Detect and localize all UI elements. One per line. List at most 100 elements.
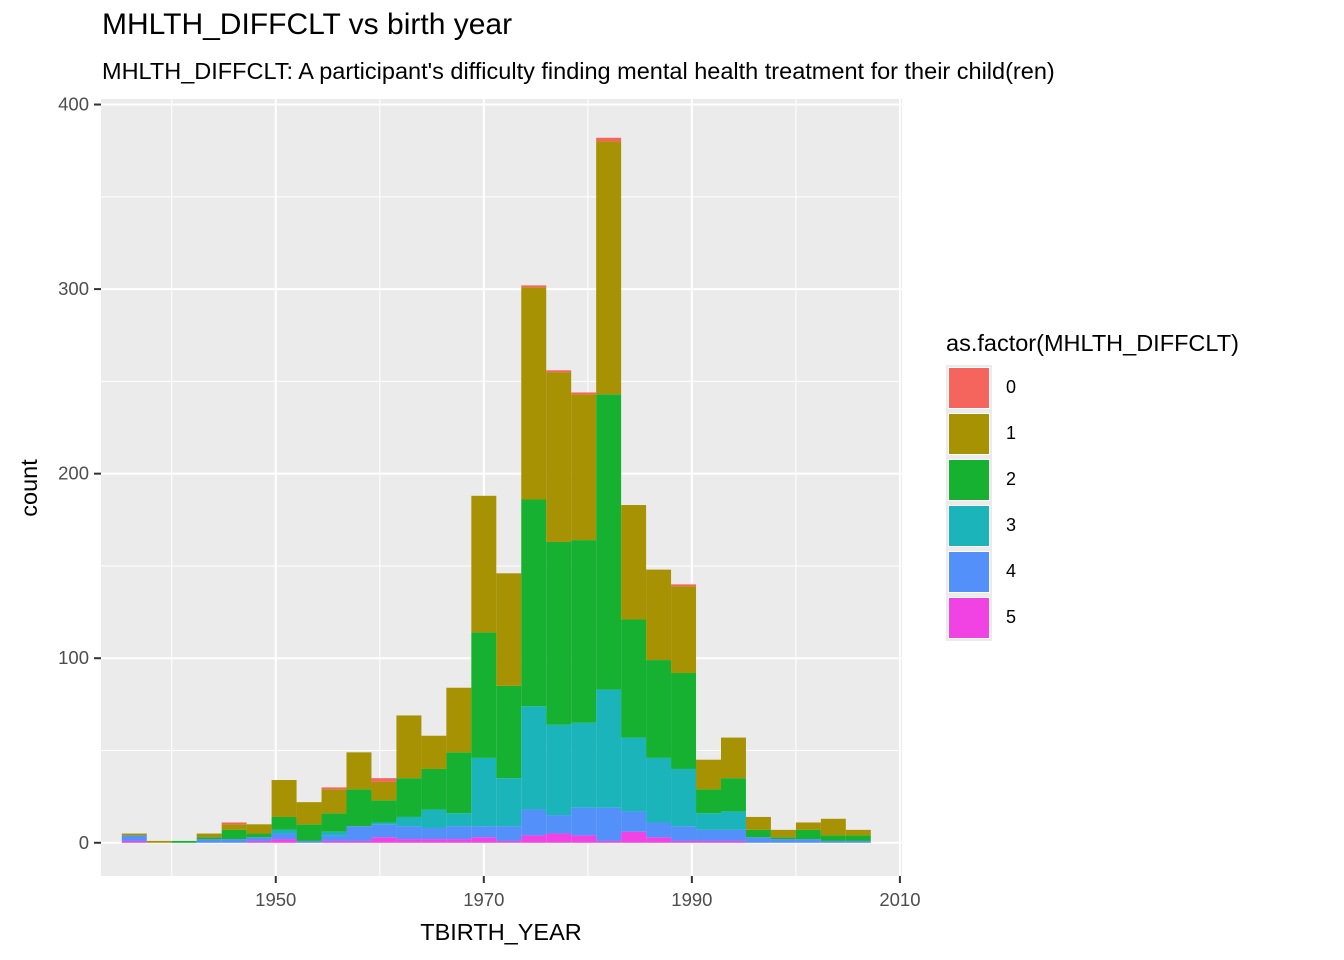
- bar-segment: [696, 813, 721, 830]
- legend-item: 2: [946, 457, 1239, 503]
- bar-segment: [346, 789, 372, 827]
- bar-segment: [396, 816, 422, 827]
- legend-item: 3: [946, 503, 1239, 549]
- bar-segment: [671, 586, 697, 673]
- y-tick-label: 300: [58, 278, 89, 299]
- bar-segment: [820, 840, 846, 843]
- bar-segment: [646, 757, 672, 823]
- bar-segment: [371, 837, 397, 843]
- bar-segment: [321, 789, 347, 814]
- bar-segment: [496, 840, 522, 843]
- bar-segment: [121, 840, 147, 843]
- bar-segment: [745, 837, 771, 843]
- legend-label: 4: [1006, 561, 1017, 581]
- x-axis-title: TBIRTH_YEAR: [420, 919, 582, 945]
- bar-segment: [196, 837, 222, 840]
- bar-segment: [571, 835, 597, 843]
- bar-segment: [471, 495, 497, 633]
- bar-segment: [446, 826, 472, 840]
- bar-segment: [221, 829, 247, 840]
- bar-segment: [421, 735, 447, 769]
- bar-segment: [845, 840, 871, 843]
- bar-segment: [546, 833, 572, 843]
- bar-segment: [296, 802, 322, 825]
- bar-segment: [770, 829, 796, 838]
- bar-segment: [596, 807, 622, 841]
- bar-segment: [596, 840, 622, 843]
- bar-segment: [371, 781, 397, 801]
- bar-segment: [621, 831, 647, 843]
- bar-segment: [770, 837, 796, 840]
- bar-segment: [720, 778, 746, 812]
- legend-item: 5: [946, 595, 1239, 641]
- bar-segment: [546, 372, 572, 542]
- bar-segment: [121, 833, 147, 836]
- bar-segment: [845, 829, 871, 836]
- legend-item: 4: [946, 549, 1239, 595]
- bar-segment: [446, 839, 472, 843]
- bar-segment: [421, 828, 447, 840]
- bar-segment: [396, 715, 422, 779]
- bar-segment: [321, 840, 347, 843]
- bar-segment: [521, 835, 547, 843]
- bar-segment: [496, 685, 522, 779]
- bar-segment: [696, 759, 721, 790]
- bar-segment: [446, 687, 472, 753]
- bar-segment: [346, 826, 372, 841]
- bar-segment: [571, 722, 597, 808]
- bar-segment: [271, 780, 297, 817]
- bar-segment: [646, 822, 672, 838]
- bar-segment: [371, 824, 397, 838]
- legend-label: 2: [1006, 469, 1017, 489]
- bar-segment: [596, 689, 622, 808]
- bar-segment: [720, 737, 746, 779]
- bar-segment: [271, 816, 297, 830]
- legend-key: [946, 411, 992, 457]
- legend-swatch: [948, 551, 990, 593]
- bar-segment: [745, 829, 771, 838]
- bar-segment: [621, 619, 647, 738]
- bar-segment: [621, 811, 647, 832]
- bar-segment: [271, 833, 297, 840]
- bar-segment: [546, 541, 572, 725]
- bar-segment: [446, 752, 472, 814]
- legend: as.factor(MHLTH_DIFFCLT) 0 1 2 3 4 5: [946, 330, 1239, 641]
- bar-segment: [146, 840, 172, 843]
- bar-segment: [696, 840, 721, 843]
- bar-segment: [321, 831, 347, 836]
- bar-segment: [196, 833, 222, 838]
- chart-title: MHLTH_DIFFCLT vs birth year: [102, 8, 513, 41]
- bars: [121, 137, 871, 843]
- bar-segment: [321, 835, 347, 841]
- bar-segment: [546, 370, 572, 373]
- chart-subtitle: MHLTH_DIFFCLT: A participant's difficult…: [102, 58, 1055, 84]
- bar-segment: [221, 839, 247, 843]
- bar-segment: [820, 818, 846, 836]
- bar-segment: [820, 835, 846, 841]
- bar-segment: [221, 822, 247, 825]
- legend-swatch: [948, 505, 990, 547]
- legend-swatch: [948, 459, 990, 501]
- bar-segment: [321, 813, 347, 832]
- bar-segment: [396, 778, 422, 817]
- x-tick-label: 1950: [255, 889, 296, 910]
- bar-segment: [496, 573, 522, 686]
- bar-segment: [596, 394, 622, 690]
- y-tick-label: 100: [58, 647, 89, 668]
- bar-segment: [646, 660, 672, 758]
- bar-segment: [371, 778, 397, 782]
- bar-segment: [396, 826, 422, 840]
- bar-segment: [571, 540, 597, 723]
- bar-segment: [471, 757, 497, 827]
- bar-segment: [196, 839, 222, 843]
- x-tick-label: 1970: [463, 889, 504, 910]
- bar-segment: [121, 835, 147, 841]
- bar-segment: [521, 287, 547, 500]
- bar-segment: [346, 840, 372, 843]
- bar-segment: [521, 706, 547, 810]
- bar-segment: [396, 839, 422, 843]
- bar-segment: [845, 835, 871, 841]
- bar-segment: [770, 839, 796, 843]
- bar-segment: [671, 840, 697, 843]
